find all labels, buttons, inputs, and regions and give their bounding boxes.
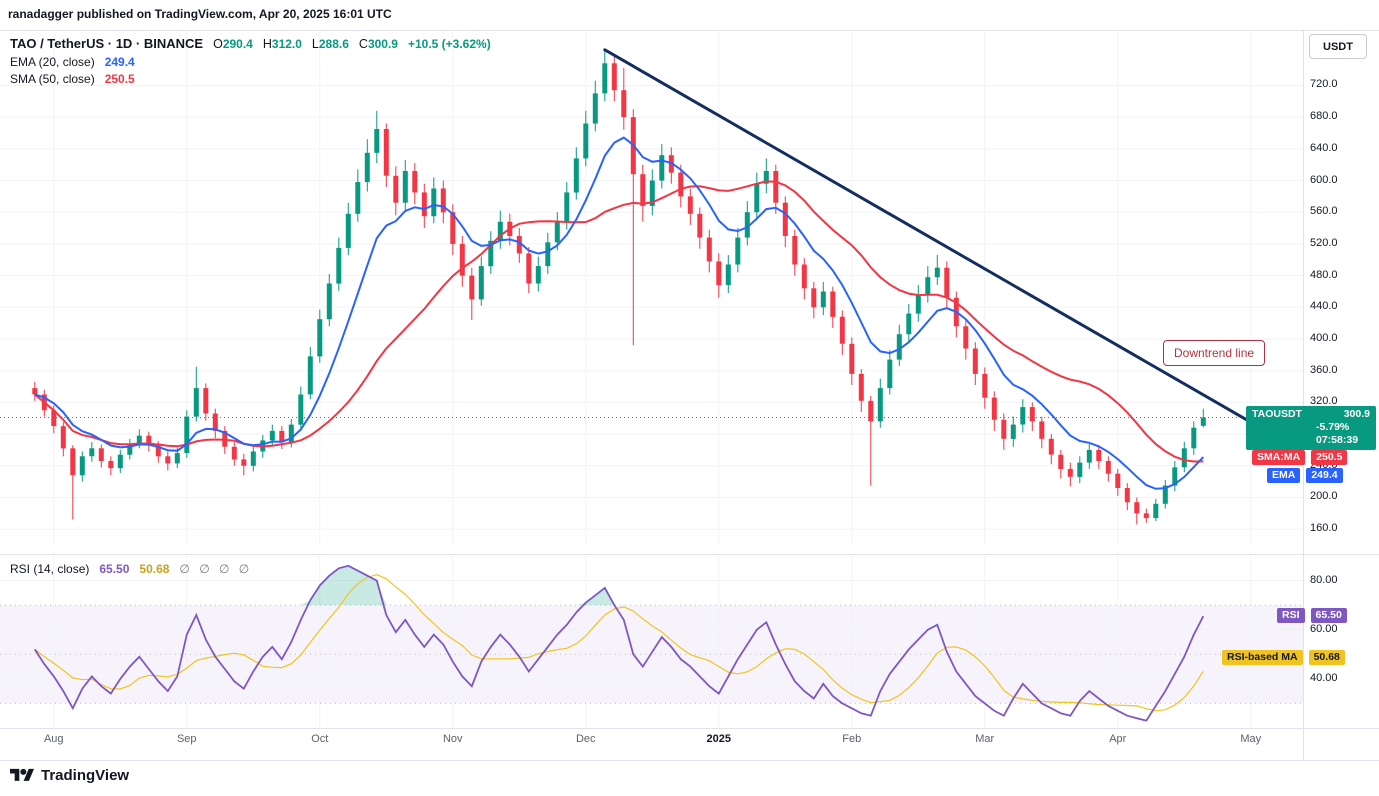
price-tick: 600.0 (1310, 173, 1338, 186)
price-tick: 560.0 (1310, 205, 1338, 218)
tradingview-logo[interactable]: TradingView (10, 766, 129, 785)
price-tick: 320.0 (1310, 395, 1338, 408)
ohlc-close: C300.9 (358, 37, 398, 51)
ohlc-high: H312.0 (262, 37, 302, 51)
price-axis-divider (1303, 30, 1304, 760)
rsi-legend[interactable]: RSI (14, close) 65.50 50.68 ∅ ∅ ∅ ∅ (10, 562, 252, 576)
rsi-ma-value: 50.68 (139, 562, 170, 576)
rsi-ma-badge-label: RSI-based MA (1222, 650, 1303, 665)
rsi-pane[interactable] (0, 556, 1303, 728)
rsi-tick: 60.00 (1310, 622, 1338, 635)
daily-change: +10.5 (+3.62%) (407, 37, 491, 51)
sma-badge-label: SMA:MA (1252, 450, 1306, 465)
price-pane[interactable] (0, 30, 1303, 553)
rsi-hidden-values: ∅ ∅ ∅ ∅ (179, 562, 253, 576)
top-divider (0, 30, 1379, 31)
ema-badge-label: EMA (1267, 468, 1301, 483)
price-axis[interactable]: 720.0 680.0 640.0 600.0 560.0 520.0 480.0 440.0… (1303, 0, 1379, 796)
rsi-title: RSI (14, close) (10, 562, 90, 576)
rsi-badge-label: RSI (1277, 608, 1305, 623)
time-axis-label: Oct (311, 733, 329, 745)
sma-badge-value: 250.5 (1311, 450, 1348, 465)
price-tick: 160.0 (1310, 522, 1338, 535)
time-axis[interactable]: Aug Sep Oct Nov Dec 2025 Feb Mar Apr May (0, 733, 1303, 753)
last-price-badge: TAOUSDT 300.9 -5.79% 07:58:39 (1246, 406, 1376, 450)
last-price-value: 300.9 (1343, 408, 1370, 420)
currency-button[interactable]: USDT (1309, 34, 1367, 59)
time-axis-label: Apr (1109, 733, 1127, 745)
time-axis-label: Feb (842, 733, 862, 745)
ema-badge-value: 249.4 (1306, 468, 1343, 483)
sma-value: 250.5 (104, 72, 135, 86)
price-tick: 200.0 (1310, 490, 1338, 503)
ohlc-open: O290.4 (213, 37, 253, 51)
rsi-axis-badge: RSI 65.50 (1277, 608, 1347, 623)
rsi-ma-badge-value: 50.68 (1308, 650, 1345, 665)
rsi-tick: 80.00 (1310, 573, 1338, 586)
time-axis-label: 2025 (706, 733, 731, 745)
ema-axis-badge: EMA 249.4 (1267, 468, 1343, 483)
time-axis-divider (0, 728, 1379, 729)
last-price-change: -5.79% (1316, 421, 1350, 433)
ema-legend[interactable]: EMA (20, close) 249.4 (10, 55, 135, 69)
rsi-value: 65.50 (99, 562, 130, 576)
pane-divider (0, 554, 1379, 555)
last-price-symbol: TAOUSDT (1252, 408, 1302, 420)
tradingview-logo-text: TradingView (41, 767, 130, 784)
rsi-badge-value: 65.50 (1310, 608, 1347, 623)
ema-value: 249.4 (104, 55, 135, 69)
price-tick: 520.0 (1310, 236, 1338, 249)
ohlc-low: L288.6 (311, 37, 349, 51)
downtrend-label[interactable]: Downtrend line (1163, 340, 1266, 366)
time-axis-label: Sep (176, 733, 197, 745)
time-axis-label: Dec (575, 733, 596, 745)
price-tick: 720.0 (1310, 78, 1338, 91)
attribution-text: ranadagger published on TradingView.com,… (8, 7, 392, 21)
sma-axis-badge: SMA:MA 250.5 (1252, 450, 1348, 465)
sma-legend[interactable]: SMA (50, close) 250.5 (10, 72, 135, 86)
time-axis-label: Aug (43, 733, 64, 745)
time-axis-label: Nov (442, 733, 463, 745)
price-tick: 640.0 (1310, 141, 1338, 154)
symbol-legend[interactable]: TAO / TetherUS · 1D · BINANCE O290.4 H31… (10, 36, 491, 51)
price-tick: 480.0 (1310, 268, 1338, 281)
symbol-title: TAO / TetherUS · 1D · BINANCE (10, 36, 204, 51)
price-tick: 680.0 (1310, 110, 1338, 123)
candle-countdown: 07:58:39 (1316, 434, 1359, 446)
sma-label: SMA (50, close) (10, 72, 95, 86)
price-tick: 440.0 (1310, 300, 1338, 313)
price-tick: 360.0 (1310, 363, 1338, 376)
tradingview-logo-icon (10, 768, 34, 781)
ema-label: EMA (20, close) (10, 55, 95, 69)
time-axis-label: Mar (975, 733, 995, 745)
bottom-divider (0, 760, 1379, 761)
rsi-tick: 40.00 (1310, 671, 1338, 684)
rsi-ma-axis-badge: RSI-based MA 50.68 (1222, 650, 1345, 665)
time-axis-label: May (1240, 733, 1262, 745)
price-tick: 400.0 (1310, 332, 1338, 344)
